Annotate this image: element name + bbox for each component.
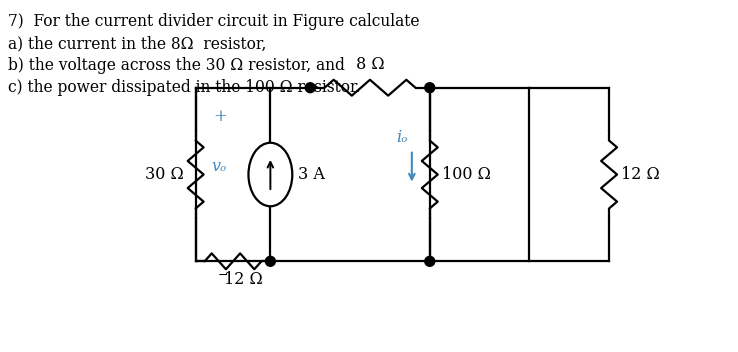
Text: 100 Ω: 100 Ω	[442, 166, 491, 183]
Text: +: +	[213, 108, 227, 125]
Text: b) the voltage across the 30 Ω resistor, and: b) the voltage across the 30 Ω resistor,…	[8, 57, 345, 74]
Text: iₒ: iₒ	[396, 129, 408, 146]
Circle shape	[266, 256, 275, 266]
Circle shape	[425, 83, 435, 93]
Ellipse shape	[249, 143, 292, 206]
Text: c) the power dissipated in the 100 Ω resistor.: c) the power dissipated in the 100 Ω res…	[8, 79, 361, 96]
Circle shape	[425, 256, 435, 266]
Text: 12 Ω: 12 Ω	[224, 271, 262, 288]
Circle shape	[306, 83, 315, 93]
Text: −: −	[218, 269, 228, 282]
Text: 3 A: 3 A	[298, 166, 325, 183]
Text: 30 Ω: 30 Ω	[145, 166, 184, 183]
Text: 12 Ω: 12 Ω	[621, 166, 660, 183]
Text: 7)  For the current divider circuit in Figure calculate: 7) For the current divider circuit in Fi…	[8, 13, 420, 30]
Text: 8 Ω: 8 Ω	[356, 56, 384, 73]
Text: vₒ: vₒ	[212, 158, 227, 175]
Text: a) the current in the 8Ω  resistor,: a) the current in the 8Ω resistor,	[8, 35, 266, 52]
